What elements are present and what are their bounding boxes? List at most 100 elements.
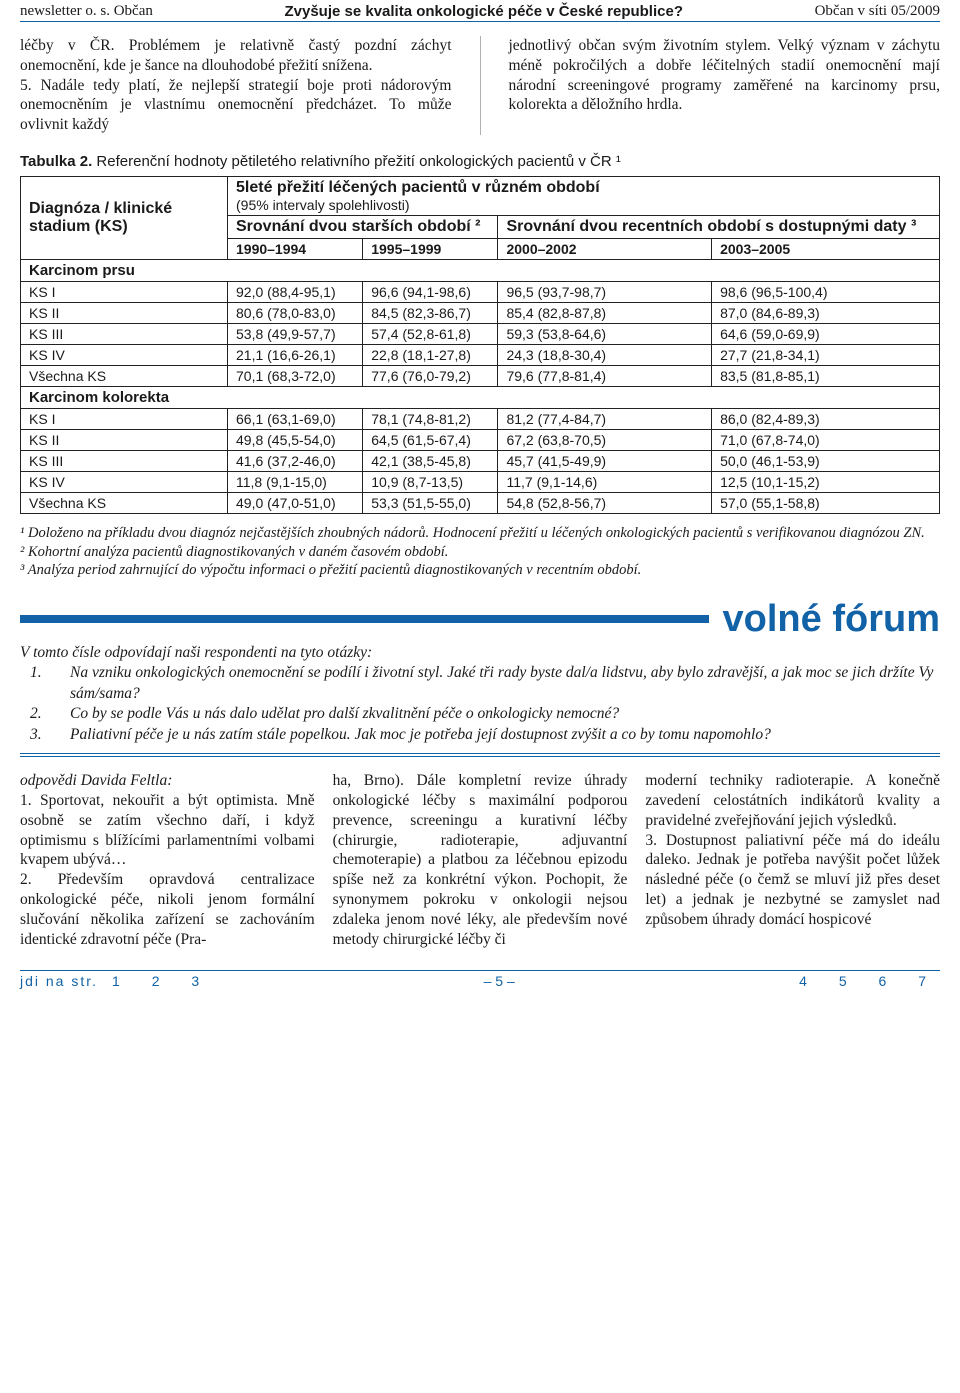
cell-val: 80,6 (78,0-83,0) — [228, 303, 363, 324]
footer-right-nums: 4 5 6 7 — [785, 973, 940, 989]
cell-val: 50,0 (46,1-53,9) — [712, 451, 940, 472]
forum-q2-text: Co by se podle Vás u nás dalo udělat pro… — [70, 705, 619, 722]
forum-q1-text: Na vzniku onkologických onemocnění se po… — [70, 664, 933, 701]
th-period: 1990–1994 — [228, 239, 363, 260]
footer-page-link[interactable]: 6 — [879, 973, 887, 989]
cell-val: 85,4 (82,8-87,8) — [498, 303, 712, 324]
table-row: KS III 53,8 (49,9-57,7) 57,4 (52,8-61,8)… — [21, 324, 940, 345]
table-footnotes: ¹ Doloženo na příkladu dvou diagnóz nejč… — [20, 524, 940, 580]
footer-page-link[interactable]: 2 — [152, 973, 160, 989]
cell-ks: KS III — [21, 324, 228, 345]
cell-val: 54,8 (52,8-56,7) — [498, 493, 712, 514]
cell-val: 59,3 (53,8-64,6) — [498, 324, 712, 345]
cell-val: 10,9 (8,7-13,5) — [363, 472, 498, 493]
cell-val: 22,8 (18,1-27,8) — [363, 345, 498, 366]
cell-val: 78,1 (74,8-81,2) — [363, 409, 498, 430]
th-sub-left-text: Srovnání dvou starších období ² — [236, 218, 489, 236]
cell-val: 49,8 (45,5-54,0) — [228, 430, 363, 451]
answers-col-1: odpovědi Davida Feltla: 1. Sportovat, ne… — [20, 771, 315, 949]
cell-val: 67,2 (63,8-70,5) — [498, 430, 712, 451]
cell-ks: KS IV — [21, 472, 228, 493]
th-sub-left: Srovnání dvou starších období ² — [228, 216, 498, 239]
cell-ks: Všechna KS — [21, 493, 228, 514]
cell-val: 12,5 (10,1-15,2) — [712, 472, 940, 493]
header-right: Občan v síti 05/2009 — [815, 3, 940, 20]
footer-page-link[interactable]: 5 — [839, 973, 847, 989]
footnote-2: ² Kohortní analýza pacientů diagnostikov… — [20, 543, 940, 562]
th-period: 2000–2002 — [498, 239, 712, 260]
th-sub-right-text: Srovnání dvou recentních období s dostup… — [506, 218, 931, 236]
table-row: Všechna KS 49,0 (47,0-51,0) 53,3 (51,5-5… — [21, 493, 940, 514]
table-caption-prefix: Tabulka 2. — [20, 153, 92, 170]
page-header: newsletter o. s. Občan Zvyšuje se kvalit… — [20, 0, 940, 21]
cell-val: 11,7 (9,1-14,6) — [498, 472, 712, 493]
intro-columns: léčby v ČR. Problémem je relativně častý… — [20, 36, 940, 135]
cell-val: 64,5 (61,5-67,4) — [363, 430, 498, 451]
footer-left-nums: 1 2 3 — [98, 973, 213, 989]
cell-ks: KS IV — [21, 345, 228, 366]
cell-val: 79,6 (77,8-81,4) — [498, 366, 712, 387]
cell-val: 27,7 (21,8-34,1) — [712, 345, 940, 366]
header-left: newsletter o. s. Občan — [20, 3, 153, 20]
cell-val: 66,1 (63,1-69,0) — [228, 409, 363, 430]
cell-val: 57,4 (52,8-61,8) — [363, 324, 498, 345]
th-main-text: 5leté přežití léčených pacientů v různém… — [236, 179, 931, 197]
footer-page-number: – 5 – — [484, 973, 515, 989]
cell-ks: KS III — [21, 451, 228, 472]
forum-section: volné fórum V tomto čísle odpovídají naš… — [20, 598, 940, 950]
table-row: KS I 66,1 (63,1-69,0) 78,1 (74,8-81,2) 8… — [21, 409, 940, 430]
answers-col1-text: 1. Sportovat, nekouřit a být optimista. … — [20, 792, 315, 948]
forum-divider — [20, 753, 940, 757]
forum-title: volné fórum — [709, 598, 940, 641]
cell-val: 87,0 (84,6-89,3) — [712, 303, 940, 324]
cell-val: 96,5 (93,7-98,7) — [498, 282, 712, 303]
footer-page-link[interactable]: 3 — [191, 973, 199, 989]
footnote-1: ¹ Doloženo na příkladu dvou diagnóz nejč… — [20, 524, 940, 543]
cell-val: 70,1 (68,3-72,0) — [228, 366, 363, 387]
answers-columns: odpovědi Davida Feltla: 1. Sportovat, ne… — [20, 771, 940, 949]
footnote-3: ³ Analýza period zahrnující do výpočtu i… — [20, 561, 940, 580]
cell-val: 86,0 (82,4-89,3) — [712, 409, 940, 430]
survival-table: Diagnóza / klinické stadium (KS) 5leté p… — [20, 176, 940, 514]
header-rule — [20, 21, 940, 22]
cell-val: 98,6 (96,5-100,4) — [712, 282, 940, 303]
table-row: KS I 92,0 (88,4-95,1) 96,6 (94,1-98,6) 9… — [21, 282, 940, 303]
answers-col-3: moderní techniky radioterapie. A konečně… — [645, 771, 940, 949]
cell-val: 24,3 (18,8-30,4) — [498, 345, 712, 366]
footer-page-link[interactable]: 1 — [112, 973, 120, 989]
forum-q2: 2.Co by se podle Vás u nás dalo udělat p… — [50, 704, 940, 724]
cell-ks: KS I — [21, 409, 228, 430]
cell-val: 81,2 (77,4-84,7) — [498, 409, 712, 430]
forum-q3-text: Paliativní péče je u nás zatím stále pop… — [70, 726, 771, 743]
table-row: Všechna KS 70,1 (68,3-72,0) 77,6 (76,0-7… — [21, 366, 940, 387]
cell-val: 57,0 (55,1-58,8) — [712, 493, 940, 514]
page-footer: jdi na str. 1 2 3 – 5 – 4 5 6 7 — [20, 970, 940, 989]
group-header: Karcinom kolorekta — [21, 387, 940, 409]
cell-ks: KS II — [21, 430, 228, 451]
cell-val: 84,5 (82,3-86,7) — [363, 303, 498, 324]
th-main-header: 5leté přežití léčených pacientů v různém… — [228, 177, 940, 216]
cell-val: 71,0 (67,8-74,0) — [712, 430, 940, 451]
footer-page-link[interactable]: 4 — [799, 973, 807, 989]
cell-val: 11,8 (9,1-15,0) — [228, 472, 363, 493]
table-caption: Tabulka 2. Referenční hodnoty pětiletého… — [20, 153, 940, 170]
th-diagnosis: Diagnóza / klinické stadium (KS) — [21, 177, 228, 260]
cell-val: 83,5 (81,8-85,1) — [712, 366, 940, 387]
cell-val: 53,8 (49,9-57,7) — [228, 324, 363, 345]
cell-val: 41,6 (37,2-46,0) — [228, 451, 363, 472]
cell-val: 53,3 (51,5-55,0) — [363, 493, 498, 514]
cell-val: 42,1 (38,5-45,8) — [363, 451, 498, 472]
table-row: KS IV 11,8 (9,1-15,0) 10,9 (8,7-13,5) 11… — [21, 472, 940, 493]
table-caption-text: Referenční hodnoty pětiletého relativníh… — [92, 153, 621, 170]
cell-ks: Všechna KS — [21, 366, 228, 387]
table-row: KS II 80,6 (78,0-83,0) 84,5 (82,3-86,7) … — [21, 303, 940, 324]
header-title: Zvyšuje se kvalita onkologické péče v Če… — [284, 3, 683, 20]
forum-intro: V tomto čísle odpovídají naši respondent… — [20, 643, 940, 745]
cell-val: 96,6 (94,1-98,6) — [363, 282, 498, 303]
column-divider — [480, 36, 481, 135]
table-row: KS III 41,6 (37,2-46,0) 42,1 (38,5-45,8)… — [21, 451, 940, 472]
footer-page-link[interactable]: 7 — [918, 973, 926, 989]
th-main-sub: (95% intervaly spolehlivosti) — [236, 197, 931, 213]
group-header: Karcinom prsu — [21, 260, 940, 282]
th-diagnosis-text: Diagnóza / klinické stadium (KS) — [29, 200, 219, 236]
